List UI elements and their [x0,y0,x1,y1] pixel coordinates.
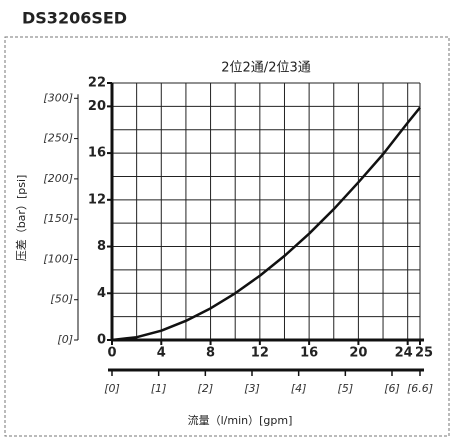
x-tick-label: 16 [300,346,318,361]
y2-tick-label: [300] [43,91,73,104]
x2-tick-label: [6.6] [407,382,433,395]
chart-title: DS3206SED [22,9,127,28]
x2-tick-label: [6] [384,382,400,395]
x-axis-label: 流量（l/min）[gpm] [188,413,293,427]
x2-tick-label: [3] [244,382,260,395]
y-tick-label: 20 [88,99,106,114]
y-tick-label: 4 [97,286,106,301]
y2-tick-label: [100] [43,252,73,265]
x2-tick-label: [4] [291,382,307,395]
y-tick-label: 8 [97,239,106,254]
line-series [111,106,421,342]
y-axis-label: 压差（bar）[psi] [14,175,28,262]
chart-subtitle: 2位2通/2位3通 [221,61,310,76]
x-tick-label: 0 [107,346,116,361]
y-tick-label: 16 [88,146,106,161]
x2-tick-label: [0] [104,382,120,395]
x-tick-label: 25 [415,346,433,361]
x-tick-label: 12 [251,346,269,361]
x-tick-label: 24 [395,346,413,361]
y2-tick-label: [0] [57,333,73,346]
x2-tick-label: [5] [338,382,354,395]
x-tick-label: 8 [206,346,215,361]
x-tick-label: 4 [157,346,166,361]
x-tick-label: 20 [349,346,367,361]
y-tick-label: 12 [88,192,106,207]
x2-tick-label: [1] [151,382,167,395]
x2-tick-label: [2] [198,382,214,395]
y2-tick-label: [200] [43,172,73,185]
frame [4,36,450,437]
y2-tick-label: [250] [43,132,73,145]
y2-tick-label: [150] [43,212,73,225]
y2-tick-label: [50] [50,293,73,306]
y-tick-label: 0 [97,333,106,348]
y-tick-label: 22 [88,76,106,91]
